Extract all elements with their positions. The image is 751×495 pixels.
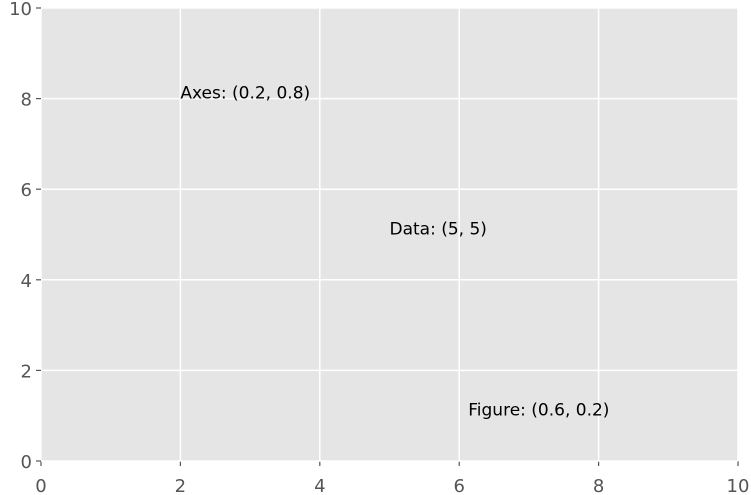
annotation: Data: (5, 5) bbox=[390, 220, 487, 240]
y-tick-label: 8 bbox=[21, 90, 32, 111]
annotation: Figure: (0.6, 0.2) bbox=[468, 401, 609, 421]
x-tick-label: 0 bbox=[35, 476, 46, 495]
y-tick-label: 2 bbox=[21, 361, 32, 382]
y-tick-label: 0 bbox=[21, 452, 32, 473]
y-tick-label: 6 bbox=[21, 180, 32, 201]
annotation: Axes: (0.2, 0.8) bbox=[180, 84, 310, 104]
plot-area bbox=[41, 8, 738, 461]
x-tick-label: 2 bbox=[175, 476, 186, 495]
x-tick-label: 4 bbox=[314, 476, 325, 495]
x-tick-label: 10 bbox=[727, 476, 750, 495]
y-tick-label: 4 bbox=[21, 271, 32, 292]
x-tick-label: 8 bbox=[593, 476, 604, 495]
x-tick-label: 6 bbox=[453, 476, 464, 495]
y-tick-label: 10 bbox=[9, 0, 32, 20]
